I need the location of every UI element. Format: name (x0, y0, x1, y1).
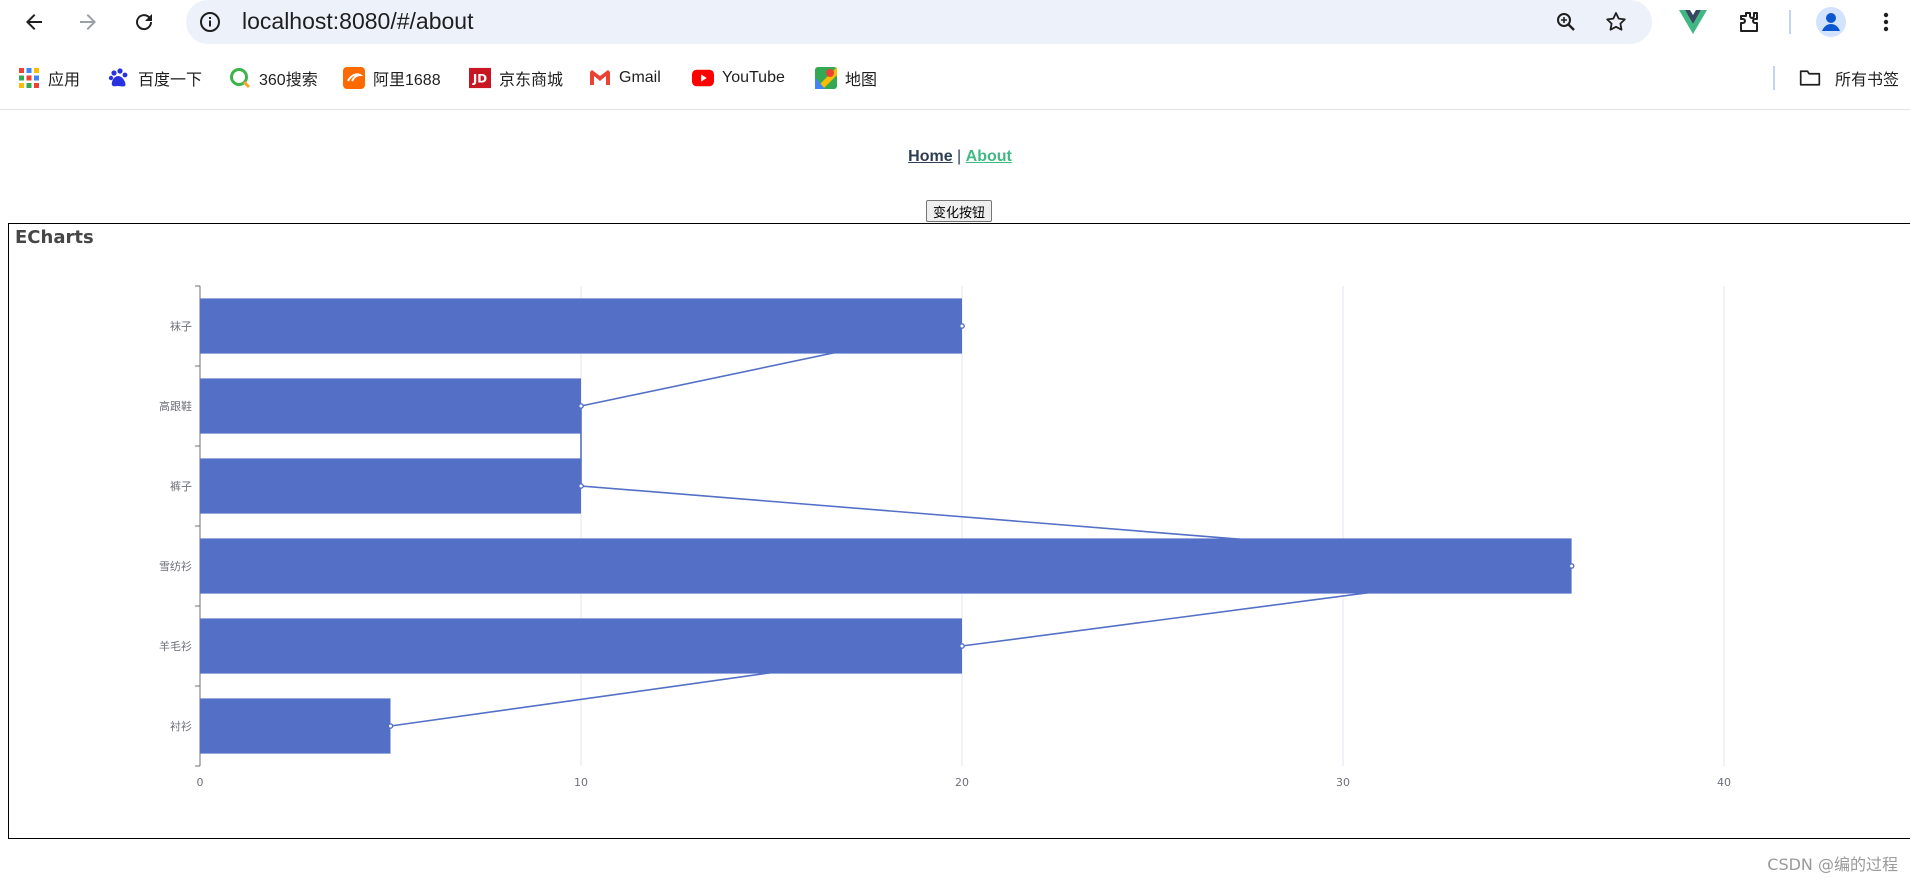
360-search-icon (229, 67, 251, 89)
browser-toolbar: localhost:8080/#/about (0, 0, 1910, 44)
toolbar-divider (0, 109, 1910, 110)
series-line (390, 325, 1572, 727)
bookmark-youtube[interactable]: YouTube (692, 64, 785, 92)
bar (200, 458, 581, 514)
bookmark-label: 地图 (845, 72, 878, 89)
bookmark-label: 京东商城 (499, 72, 564, 89)
svg-text:JD: JD (472, 72, 487, 86)
y-tick-label: 羊毛衫 (159, 639, 192, 653)
bookmarks-separator (1773, 66, 1775, 90)
apps-grid-icon (18, 67, 40, 89)
bookmark-360[interactable]: 360搜索 (229, 64, 318, 92)
youtube-icon (692, 67, 714, 89)
bookmark-label: 百度一下 (138, 72, 203, 89)
nav-about-link[interactable]: About (965, 148, 1012, 165)
address-bar[interactable]: localhost:8080/#/about (186, 0, 1652, 44)
arrow-left-icon (26, 14, 42, 30)
forward-button[interactable] (72, 6, 104, 38)
bar-chart: 衬衫 羊毛衫 雪纺衫 裤子 高跟鞋 袜子 0 10 20 30 40 (159, 285, 1731, 789)
maps-icon (815, 67, 837, 89)
reload-button[interactable] (128, 6, 160, 38)
x-tick-label: 40 (1717, 776, 1731, 789)
bar (200, 538, 1572, 594)
nav-separator: | (952, 148, 966, 165)
line-point (959, 643, 965, 649)
y-tick-label: 雪纺衫 (159, 559, 192, 573)
line-point (578, 483, 584, 489)
back-button[interactable] (18, 6, 50, 38)
bar (200, 298, 962, 354)
bar (200, 378, 581, 434)
bar (200, 698, 391, 754)
echarts-container: ECharts 衬衫 羊毛衫 雪纺衫 裤子 高跟鞋 袜子 0 10 20 30 40 (8, 223, 1910, 839)
watermark: CSDN @编的过程 (1767, 855, 1898, 874)
site-info-icon[interactable] (198, 10, 222, 34)
bookmark-jd[interactable]: JD 京东商城 (469, 64, 563, 92)
bookmark-1688[interactable]: 阿里1688 (343, 64, 441, 92)
line-point (959, 323, 965, 329)
bookmark-gmail[interactable]: Gmail (589, 64, 661, 92)
jd-icon: JD (469, 67, 491, 89)
bookmark-maps[interactable]: 地图 (815, 64, 877, 92)
x-tick-label: 20 (955, 776, 969, 789)
y-tick-label: 衬衫 (170, 720, 192, 733)
profile-avatar-icon[interactable] (1815, 6, 1847, 38)
line-point (1568, 563, 1575, 569)
arrow-right-icon (80, 14, 96, 30)
bookmark-label: YouTube (722, 69, 785, 86)
router-nav: Home | About (0, 148, 1910, 166)
url-text[interactable]: localhost:8080/#/about (242, 8, 474, 34)
bookmark-label: 应用 (48, 72, 81, 89)
bookmark-star-icon[interactable] (1602, 8, 1630, 36)
bar (200, 618, 962, 674)
reload-icon (136, 14, 153, 31)
bookmark-baidu[interactable]: 百度一下 (108, 64, 202, 92)
bookmarks-bar: 应用 百度一下 360搜索 阿里1688 JD 京东商城 Gmail YouT (0, 56, 1910, 100)
extensions-puzzle-icon[interactable] (1733, 6, 1765, 38)
line-point (578, 403, 584, 409)
chart-title: ECharts (15, 227, 94, 248)
gmail-icon (589, 67, 611, 89)
folder-icon (1799, 67, 1821, 89)
baidu-paw-icon (108, 67, 130, 89)
nav-home-link[interactable]: Home (908, 148, 953, 165)
x-tick-label: 0 (197, 776, 204, 789)
menu-kebab-icon[interactable] (1870, 6, 1902, 38)
line-point (387, 723, 394, 729)
vue-devtools-icon[interactable] (1677, 6, 1709, 38)
y-tick-label: 裤子 (170, 479, 192, 493)
bookmark-label: 阿里1688 (373, 72, 441, 89)
x-tick-label: 30 (1336, 776, 1350, 789)
y-tick-label: 袜子 (170, 319, 192, 333)
all-bookmarks-label: 所有书签 (1835, 72, 1900, 89)
all-bookmarks-button[interactable]: 所有书签 (1799, 64, 1899, 92)
bookmark-apps[interactable]: 应用 (18, 64, 80, 92)
y-tick-label: 高跟鞋 (159, 399, 192, 413)
ali-1688-icon (343, 67, 365, 89)
toolbar-separator (1789, 10, 1791, 34)
bookmark-label: 360搜索 (259, 72, 318, 89)
change-button[interactable]: 变化按钮 (926, 200, 993, 222)
x-tick-label: 10 (574, 776, 588, 789)
zoom-icon[interactable] (1552, 8, 1580, 36)
bookmark-label: Gmail (619, 69, 661, 86)
